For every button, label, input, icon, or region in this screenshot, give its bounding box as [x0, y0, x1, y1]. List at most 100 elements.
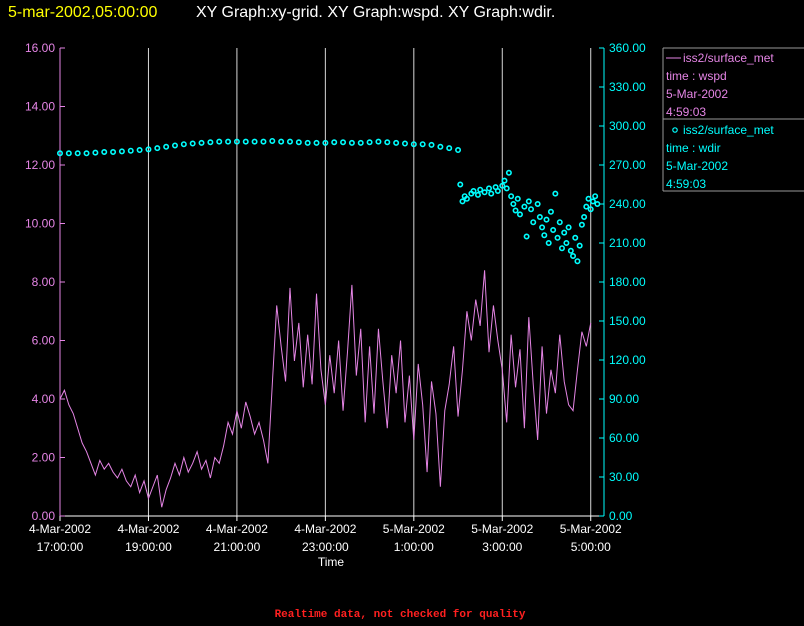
data-point: [419, 141, 426, 148]
data-point: [313, 139, 320, 146]
y-tick-label: 14.00: [25, 100, 55, 114]
data-point: [499, 182, 506, 189]
data-point: [163, 143, 170, 150]
data-point: [74, 150, 81, 157]
data-point: [357, 139, 364, 146]
y-tick-label: 6.00: [32, 334, 56, 348]
data-point: [127, 147, 134, 154]
y-tick-label: 12.00: [25, 158, 55, 172]
data-point: [576, 242, 583, 249]
data-point: [437, 143, 444, 150]
data-point: [572, 234, 579, 241]
x-tick-label: 4-Mar-2002 17:00:00: [29, 522, 91, 554]
data-point: [516, 211, 523, 218]
data-point: [565, 224, 572, 231]
chart-title: XY Graph:xy-grid. XY Graph:wspd. XY Grap…: [196, 4, 555, 21]
data-point: [56, 150, 63, 157]
data-point: [295, 139, 302, 146]
legend-text: time : wdir: [666, 141, 721, 155]
data-point: [304, 139, 311, 146]
data-point: [512, 207, 519, 214]
data-point: [581, 214, 588, 221]
data-point: [455, 147, 462, 154]
data-point: [348, 139, 355, 146]
data-point: [547, 208, 554, 215]
data-point: [474, 191, 481, 198]
data-point: [375, 138, 382, 145]
legend-text: 4:59:03: [666, 177, 706, 191]
data-point: [494, 188, 501, 195]
data-point: [545, 240, 552, 247]
data-point: [110, 149, 117, 156]
data-point: [578, 221, 585, 228]
y2-tick-label: 330.00: [609, 80, 646, 94]
y2-tick-label: 0.00: [609, 509, 633, 523]
data-point: [459, 198, 466, 205]
data-point: [463, 195, 470, 202]
data-point: [592, 193, 599, 200]
data-point: [505, 169, 512, 176]
data-point: [486, 185, 493, 192]
data-point: [171, 142, 178, 149]
data-point: [503, 185, 510, 192]
legend-text: 5-Mar-2002: [666, 87, 728, 101]
data-point: [428, 141, 435, 148]
data-point: [154, 145, 161, 152]
y2-tick-label: 120.00: [609, 353, 646, 367]
data-point: [534, 201, 541, 208]
x-tick-label: 4-Mar-2002 23:00:00: [294, 522, 356, 554]
data-point: [83, 150, 90, 157]
x-tick-label: 5-Mar-2002 5:00:00: [560, 522, 622, 554]
data-point: [457, 181, 464, 188]
data-point: [225, 138, 232, 145]
data-point: [446, 145, 453, 152]
data-point: [269, 137, 276, 144]
data-point: [574, 258, 581, 265]
y-tick-label: 16.00: [25, 41, 55, 55]
data-point: [530, 219, 537, 226]
data-point: [550, 227, 557, 234]
data-point: [251, 138, 258, 145]
data-point: [561, 229, 568, 236]
x-tick-label: 5-Mar-2002 1:00:00: [383, 522, 445, 554]
y2-tick-label: 180.00: [609, 275, 646, 289]
data-point: [180, 141, 187, 148]
data-point: [488, 190, 495, 197]
x-tick-label: 4-Mar-2002 21:00:00: [206, 522, 268, 554]
data-point: [510, 201, 517, 208]
data-point: [558, 245, 565, 252]
y2-tick-label: 60.00: [609, 431, 639, 445]
data-point: [401, 140, 408, 147]
data-point: [552, 190, 559, 197]
y2-tick-label: 240.00: [609, 197, 646, 211]
data-point: [65, 150, 72, 157]
data-point: [101, 149, 108, 156]
x-tick-label: 4-Mar-2002 19:00:00: [117, 522, 179, 554]
legend-text: 5-Mar-2002: [666, 159, 728, 173]
data-point: [556, 219, 563, 226]
x-axis-label: Time: [318, 555, 345, 569]
x-tick-label: 5-Mar-2002 3:00:00: [471, 522, 533, 554]
data-point: [554, 234, 561, 241]
data-point: [198, 139, 205, 146]
legend-text: 4:59:03: [666, 105, 706, 119]
chart-title-time: 5-mar-2002,05:00:00: [8, 4, 158, 21]
y2-tick-label: 90.00: [609, 392, 639, 406]
y-tick-label: 4.00: [32, 392, 56, 406]
data-point: [92, 149, 99, 156]
y2-tick-label: 270.00: [609, 158, 646, 172]
data-point: [508, 193, 515, 200]
legend-label: iss2/surface_met: [683, 51, 774, 65]
y2-tick-label: 360.00: [609, 41, 646, 55]
data-point: [583, 203, 590, 210]
data-point: [514, 195, 521, 202]
data-point: [521, 203, 528, 210]
data-point: [242, 138, 249, 145]
data-point: [118, 148, 125, 155]
y-tick-label: 10.00: [25, 217, 55, 231]
data-point: [331, 139, 338, 146]
y-tick-label: 8.00: [32, 275, 56, 289]
